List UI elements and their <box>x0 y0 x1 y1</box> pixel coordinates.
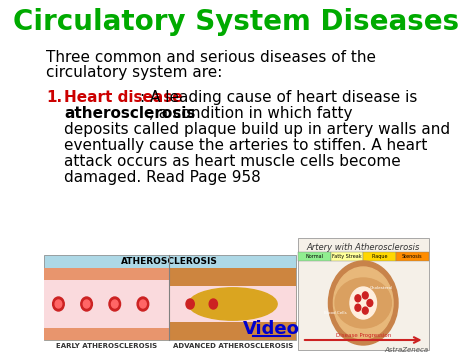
Text: Circulatory System Diseases: Circulatory System Diseases <box>13 8 459 36</box>
Text: atherosclerosis: atherosclerosis <box>64 106 196 121</box>
Text: Plaque: Plaque <box>371 254 388 259</box>
FancyBboxPatch shape <box>169 286 296 322</box>
Text: Cholesterol: Cholesterol <box>370 286 393 290</box>
Text: AstraZeneca: AstraZeneca <box>384 347 428 353</box>
Text: Normal: Normal <box>305 254 323 259</box>
Circle shape <box>209 299 218 309</box>
Text: Artery with Atherosclerosis: Artery with Atherosclerosis <box>307 243 420 252</box>
Circle shape <box>355 295 361 302</box>
Text: Heart disease: Heart disease <box>64 90 183 105</box>
Text: deposits called plaque build up in artery walls and: deposits called plaque build up in arter… <box>64 122 450 137</box>
FancyBboxPatch shape <box>169 268 296 286</box>
FancyBboxPatch shape <box>330 252 363 261</box>
Circle shape <box>140 300 146 308</box>
FancyBboxPatch shape <box>44 268 169 280</box>
Circle shape <box>350 287 376 319</box>
Text: EARLY ATHEROSCLEROSIS: EARLY ATHEROSCLEROSIS <box>56 343 157 349</box>
Text: ATHEROSCLEROSIS: ATHEROSCLEROSIS <box>121 257 218 266</box>
Text: Fatty Streak: Fatty Streak <box>332 254 362 259</box>
Circle shape <box>328 261 398 345</box>
Circle shape <box>53 297 64 311</box>
FancyBboxPatch shape <box>396 252 428 261</box>
Circle shape <box>363 307 368 314</box>
Text: Video: Video <box>243 320 300 338</box>
Ellipse shape <box>335 278 392 328</box>
Text: attack occurs as heart muscle cells become: attack occurs as heart muscle cells beco… <box>64 154 401 169</box>
Circle shape <box>109 297 120 311</box>
Circle shape <box>355 304 361 311</box>
Ellipse shape <box>189 288 277 320</box>
Text: : A leading cause of heart disease is: : A leading cause of heart disease is <box>140 90 417 105</box>
Text: 1.: 1. <box>46 90 62 105</box>
Circle shape <box>186 299 194 309</box>
Text: Three common and serious diseases of the: Three common and serious diseases of the <box>46 50 376 65</box>
FancyBboxPatch shape <box>169 322 296 340</box>
FancyBboxPatch shape <box>44 328 169 340</box>
FancyBboxPatch shape <box>363 252 396 261</box>
Circle shape <box>83 300 90 308</box>
Circle shape <box>111 300 118 308</box>
Circle shape <box>363 292 368 299</box>
Text: damaged. Read Page 958: damaged. Read Page 958 <box>64 170 261 185</box>
Text: ADVANCED ATHEROSCLEROSIS: ADVANCED ATHEROSCLEROSIS <box>173 343 293 349</box>
Text: Stenosis: Stenosis <box>402 254 423 259</box>
Text: Disease Progression: Disease Progression <box>336 333 391 338</box>
Circle shape <box>137 297 149 311</box>
FancyBboxPatch shape <box>298 252 330 261</box>
Text: eventually cause the arteries to stiffen. A heart: eventually cause the arteries to stiffen… <box>64 138 428 153</box>
Circle shape <box>55 300 62 308</box>
FancyBboxPatch shape <box>44 280 169 328</box>
Text: , a condition in which fatty: , a condition in which fatty <box>149 106 352 121</box>
Circle shape <box>367 300 373 306</box>
FancyBboxPatch shape <box>298 238 428 350</box>
Text: Blood Cells: Blood Cells <box>324 311 346 315</box>
Circle shape <box>333 267 393 339</box>
FancyBboxPatch shape <box>44 255 296 268</box>
FancyBboxPatch shape <box>44 268 296 340</box>
Text: circulatory system are:: circulatory system are: <box>46 65 222 80</box>
Circle shape <box>81 297 92 311</box>
